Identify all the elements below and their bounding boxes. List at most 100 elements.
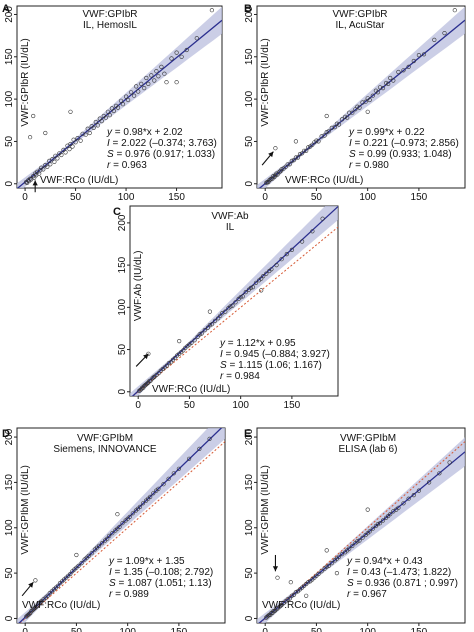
data-point <box>68 109 73 114</box>
x-tick-label: 100 <box>359 192 376 203</box>
panel-c: C 0 50 100 150 0 50 100 150 200 VWF:Ab (IU/dL) VWF:… <box>113 205 339 411</box>
data-point <box>148 494 153 500</box>
data-point <box>144 75 149 81</box>
data-point <box>284 252 289 257</box>
y-axis-label-e: VWF:GPIbM (IU/dL) <box>260 465 271 554</box>
panel-letter-a: A <box>2 3 10 15</box>
x-tick-label: 0 <box>135 400 141 411</box>
panel-letter-b: B <box>244 3 252 15</box>
data-point <box>279 257 284 262</box>
data-point <box>174 50 179 55</box>
data-point <box>272 609 277 614</box>
data-point <box>207 323 212 328</box>
data-point <box>278 603 283 608</box>
data-point <box>156 74 161 79</box>
data-point <box>367 97 372 103</box>
data-point <box>293 139 299 144</box>
data-point <box>285 162 290 167</box>
data-point <box>38 168 43 173</box>
data-point <box>50 157 55 162</box>
data-point <box>107 113 112 118</box>
data-point <box>151 491 156 496</box>
data-point <box>35 603 40 608</box>
data-point <box>266 613 271 618</box>
data-point <box>207 309 212 314</box>
y-tick-label: 50 <box>4 135 15 147</box>
data-point <box>275 172 280 177</box>
data-point <box>388 512 393 517</box>
panel-title-d: Siemens, INNOVANCE <box>53 444 157 455</box>
data-point <box>132 93 137 98</box>
data-point <box>277 169 282 174</box>
data-point <box>261 274 266 279</box>
data-point <box>67 147 72 152</box>
data-point <box>59 152 64 158</box>
x-tick-label: 150 <box>411 192 428 203</box>
data-point <box>103 115 108 120</box>
data-point <box>171 471 176 476</box>
data-point <box>32 175 37 180</box>
data-point <box>264 271 269 276</box>
data-point <box>197 446 202 452</box>
annotation-arrow-e <box>272 554 279 572</box>
x-tick-label: 50 <box>311 627 323 632</box>
data-point <box>228 304 233 309</box>
data-point <box>421 52 427 57</box>
confidence-band-b <box>257 6 465 188</box>
stats-line-c: r = 0.984 <box>220 371 260 382</box>
data-point <box>139 81 144 86</box>
data-point <box>45 593 50 598</box>
data-point <box>334 121 340 126</box>
data-point <box>350 110 355 115</box>
data-point <box>162 71 167 76</box>
data-point <box>95 123 100 128</box>
data-point <box>411 58 416 64</box>
data-point <box>218 313 223 318</box>
data-point <box>388 75 393 81</box>
data-point <box>285 597 290 602</box>
data-point <box>250 285 256 290</box>
data-point <box>74 552 79 558</box>
data-point <box>259 288 264 293</box>
data-point <box>347 546 352 551</box>
panel-b: B 0 50 100 150 0 50 100 150 200 VWF:GPIbR (IU/dL) V… <box>244 3 466 203</box>
data-point <box>380 518 386 523</box>
data-point <box>316 571 321 577</box>
plot-frame-e <box>256 427 466 624</box>
data-point <box>164 363 169 368</box>
data-point <box>205 325 210 330</box>
data-point <box>295 155 301 160</box>
data-point <box>243 290 248 295</box>
y-tick-label: 50 <box>244 135 255 147</box>
data-point <box>63 150 68 155</box>
data-point <box>115 512 120 517</box>
annotation-arrow-d <box>21 581 34 597</box>
data-point <box>209 322 215 327</box>
data-point <box>177 339 182 344</box>
data-point <box>411 493 416 498</box>
data-point <box>347 110 352 115</box>
panel-title-a: VWF:GPIbR <box>82 9 137 20</box>
data-point <box>329 560 334 566</box>
y-tick-label: 50 <box>4 567 15 579</box>
y-tick-label: 0 <box>4 615 15 621</box>
data-point <box>304 593 309 598</box>
data-point <box>273 146 278 151</box>
stats-line-a: S = 0.976 (0.917; 1.033) <box>107 149 215 160</box>
data-point <box>61 147 66 152</box>
data-point <box>76 563 81 569</box>
data-point <box>274 263 279 268</box>
data-point <box>149 73 154 78</box>
data-point <box>269 267 274 272</box>
data-point <box>87 130 92 136</box>
panel-title-c: VWF:Ab <box>211 211 249 222</box>
data-point <box>339 117 345 122</box>
data-point <box>174 80 179 85</box>
x-tick-label: 0 <box>22 627 28 632</box>
x-tick-label: 50 <box>70 192 82 203</box>
regression-line-b <box>258 19 465 188</box>
data-point <box>189 340 194 345</box>
data-point <box>302 148 307 153</box>
data-point <box>85 126 90 131</box>
